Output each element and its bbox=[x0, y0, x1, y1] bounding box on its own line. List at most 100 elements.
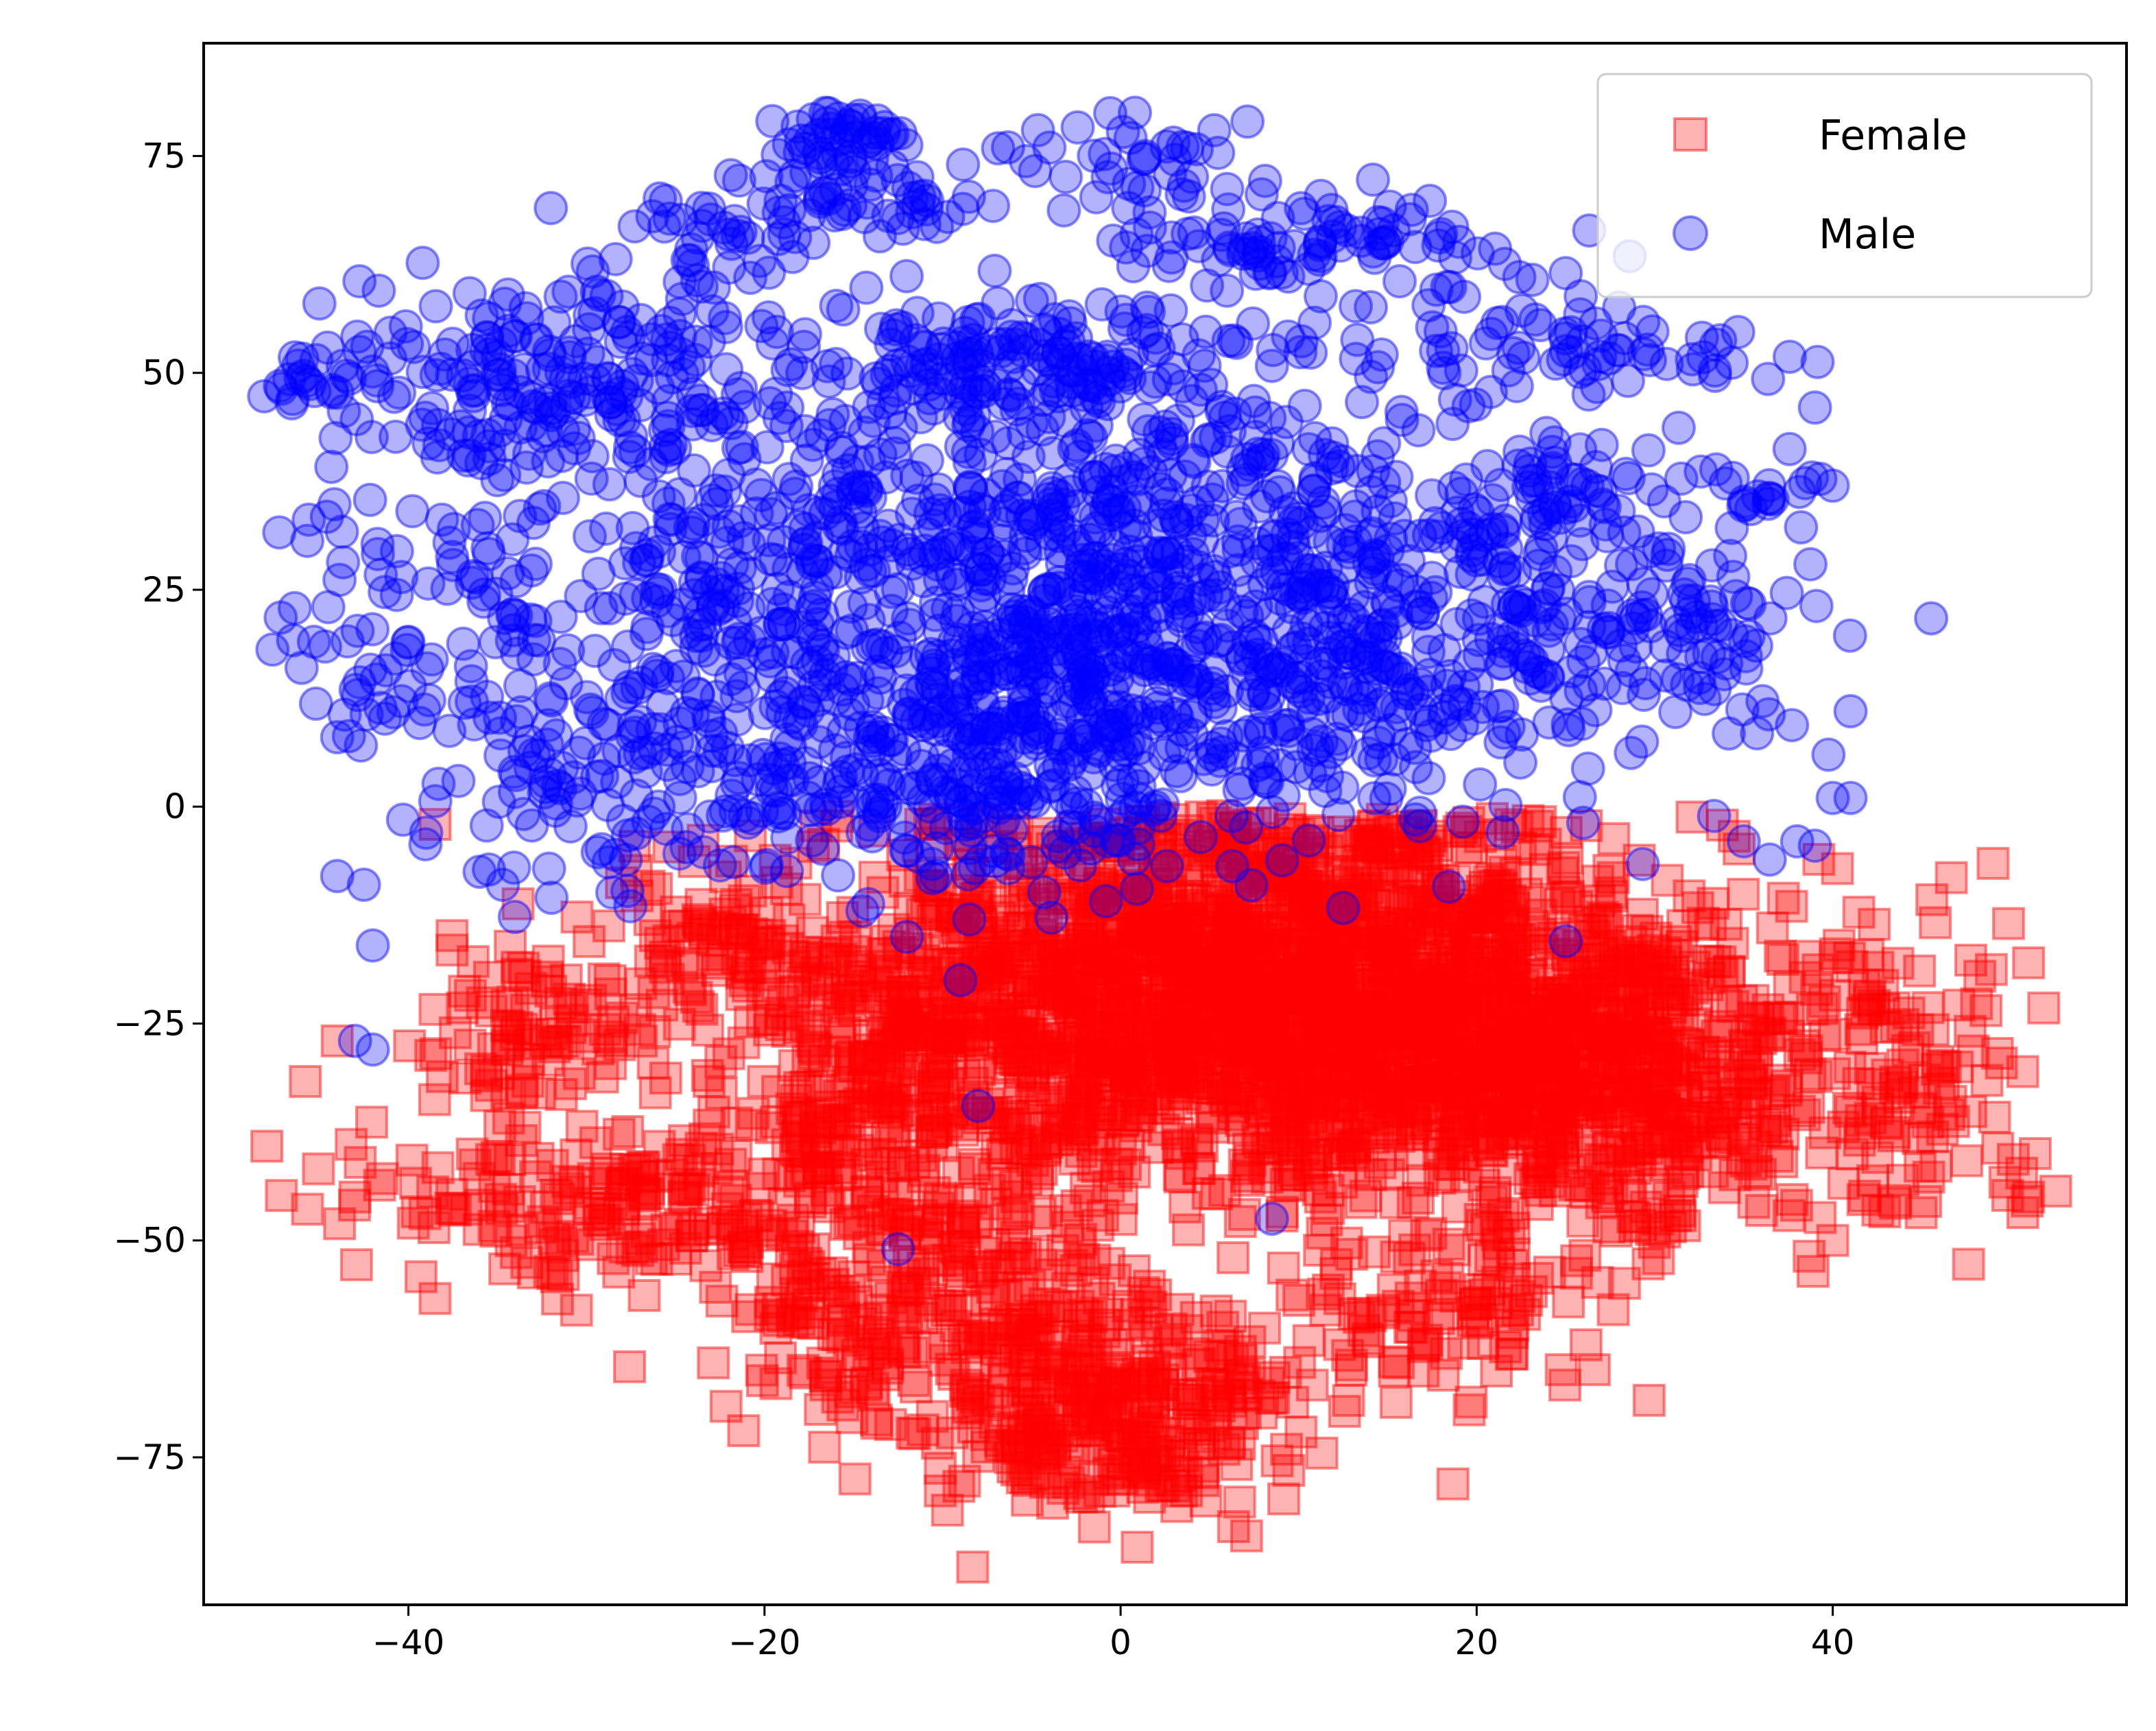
female-point bbox=[1127, 1276, 1160, 1309]
female-point bbox=[1671, 1155, 1705, 1189]
female-point bbox=[1362, 1001, 1396, 1034]
female-point bbox=[1349, 1179, 1382, 1213]
female-point bbox=[1243, 1047, 1276, 1081]
female-point bbox=[1186, 949, 1219, 983]
female-point bbox=[1577, 1353, 1611, 1387]
female-point bbox=[1438, 922, 1472, 955]
female-point bbox=[1469, 900, 1502, 934]
female-point bbox=[1399, 1068, 1433, 1101]
female-point bbox=[1520, 977, 1554, 1010]
female-point bbox=[1665, 1165, 1699, 1198]
female-point bbox=[1241, 1121, 1274, 1155]
female-point bbox=[1295, 842, 1328, 876]
female-point bbox=[734, 1293, 768, 1326]
female-point bbox=[905, 1138, 938, 1172]
female-point bbox=[1952, 1247, 1985, 1281]
female-point bbox=[1128, 1063, 1162, 1097]
female-point bbox=[1258, 1065, 1292, 1099]
female-point bbox=[1226, 845, 1260, 879]
female-point bbox=[1027, 1442, 1060, 1475]
female-point bbox=[289, 1064, 322, 1098]
female-point bbox=[1354, 826, 1388, 859]
female-point bbox=[1625, 1101, 1659, 1134]
female-point bbox=[1311, 1173, 1345, 1207]
female-point bbox=[985, 951, 1019, 985]
female-point bbox=[874, 1089, 907, 1123]
male-point bbox=[1215, 849, 1250, 884]
female-point bbox=[1187, 1031, 1221, 1064]
female-point bbox=[1430, 998, 1464, 1031]
female-point bbox=[1014, 970, 1047, 1004]
male-point bbox=[1570, 751, 1605, 786]
female-point bbox=[1171, 907, 1205, 940]
female-point bbox=[1553, 999, 1586, 1032]
female-point bbox=[705, 1285, 739, 1318]
female-point bbox=[1513, 1114, 1547, 1148]
female-point bbox=[1728, 1029, 1762, 1062]
female-point bbox=[1097, 1475, 1131, 1508]
female-point bbox=[1200, 873, 1234, 907]
female-point bbox=[900, 931, 933, 965]
female-point bbox=[1303, 1013, 1337, 1047]
female-point bbox=[1739, 1077, 1773, 1111]
female-point bbox=[1020, 1238, 1054, 1272]
female-point bbox=[1080, 945, 1114, 979]
female-point bbox=[1273, 977, 1306, 1011]
female-point bbox=[744, 958, 778, 992]
female-point bbox=[1082, 1281, 1116, 1315]
female-point bbox=[1650, 1029, 1684, 1063]
female-point bbox=[418, 1282, 452, 1315]
female-point bbox=[1169, 1191, 1202, 1224]
female-point bbox=[1362, 1010, 1396, 1043]
female-point bbox=[725, 978, 758, 1012]
female-point bbox=[977, 968, 1010, 1002]
female-point bbox=[1171, 902, 1205, 935]
female-point bbox=[1904, 1196, 1938, 1230]
female-point bbox=[1450, 921, 1484, 955]
female-point bbox=[963, 1101, 996, 1135]
female-point bbox=[1801, 953, 1835, 986]
female-point bbox=[1552, 1285, 1585, 1319]
female-point bbox=[747, 1064, 780, 1098]
female-point bbox=[1223, 1082, 1256, 1115]
female-point bbox=[1013, 1269, 1046, 1303]
female-point bbox=[339, 1248, 373, 1282]
female-point bbox=[920, 898, 953, 931]
female-point bbox=[1637, 948, 1670, 981]
female-point bbox=[1013, 977, 1046, 1010]
female-point bbox=[1206, 1073, 1239, 1106]
female-point bbox=[1059, 1075, 1092, 1109]
female-point bbox=[1145, 855, 1179, 888]
female-point bbox=[998, 974, 1031, 1007]
female-point bbox=[446, 991, 479, 1025]
female-point bbox=[968, 930, 1001, 964]
female-point bbox=[1025, 903, 1059, 937]
female-point bbox=[966, 1312, 1000, 1346]
female-point bbox=[1054, 996, 1088, 1030]
female-point bbox=[1960, 987, 1993, 1020]
female-point bbox=[1103, 970, 1137, 1004]
female-point bbox=[1224, 894, 1258, 928]
female-point bbox=[1354, 990, 1388, 1023]
female-point bbox=[1112, 1042, 1145, 1075]
female-point bbox=[1365, 979, 1399, 1012]
female-point bbox=[1450, 983, 1484, 1016]
female-point bbox=[1042, 979, 1076, 1012]
female-point bbox=[1160, 1036, 1194, 1070]
female-point bbox=[1598, 939, 1632, 972]
female-point bbox=[697, 1346, 730, 1380]
female-point bbox=[1592, 854, 1626, 887]
female-point bbox=[942, 1025, 976, 1058]
male-point bbox=[1326, 890, 1361, 925]
female-point bbox=[898, 986, 931, 1019]
female-point bbox=[338, 1180, 372, 1214]
female-point bbox=[1632, 1383, 1666, 1417]
female-point bbox=[1142, 904, 1176, 938]
female-point bbox=[1372, 1080, 1405, 1114]
female-point bbox=[735, 917, 769, 951]
female-point bbox=[1162, 1128, 1196, 1162]
female-point bbox=[1225, 1359, 1259, 1392]
female-point bbox=[1077, 879, 1110, 913]
male-point bbox=[1485, 815, 1520, 850]
female-point bbox=[1357, 1235, 1391, 1269]
